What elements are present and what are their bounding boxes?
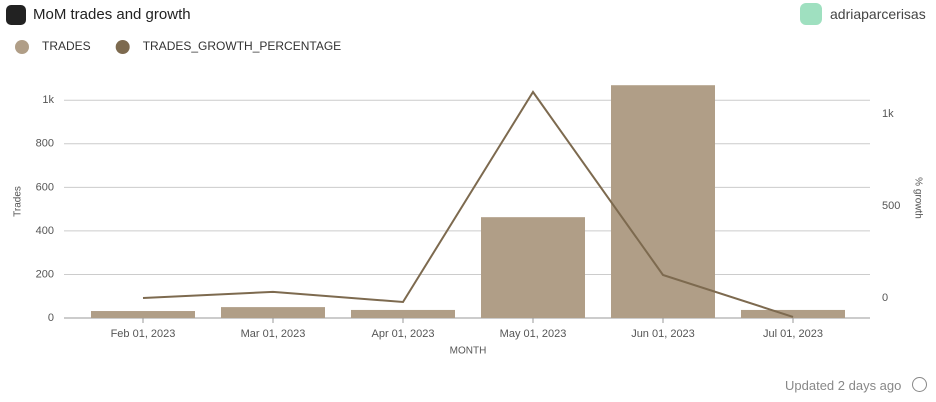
username[interactable]: adriaparcerisas <box>830 6 926 22</box>
legend-label: TRADES <box>42 39 91 53</box>
bar <box>221 307 325 318</box>
y-axis-title: Trades <box>13 186 24 217</box>
check-icon <box>912 377 927 392</box>
y2-axis-title: % growth <box>912 177 923 219</box>
legend-marker <box>15 40 29 54</box>
y2-tick-label: 0 <box>882 292 888 304</box>
x-axis-title: MONTH <box>450 346 487 357</box>
legend-marker <box>115 40 130 54</box>
y2-tick-label: 1k <box>882 108 894 120</box>
bar <box>351 309 455 318</box>
y-tick-label: 400 <box>36 225 54 237</box>
logo[interactable] <box>6 5 26 25</box>
y-tick-label: 1k <box>42 94 54 106</box>
bar <box>741 309 845 318</box>
x-tick-label: Jul 01, 2023 <box>763 328 823 340</box>
x-tick-label: Apr 01, 2023 <box>372 328 435 340</box>
updated-note: Updated 2 days ago <box>785 378 902 393</box>
y-tick-label: 800 <box>36 138 54 150</box>
x-tick-label: Jun 01, 2023 <box>631 328 695 340</box>
bar <box>91 311 195 318</box>
avatar[interactable] <box>800 3 822 25</box>
y-tick-label: 0 <box>48 312 54 324</box>
bar <box>611 85 715 318</box>
dashboard-title: MoM trades and growth <box>33 6 191 23</box>
y2-tick-label: 500 <box>882 200 900 212</box>
y-tick-label: 200 <box>36 268 54 280</box>
chart: TRADES TRADES_GROWTH_PERCENTAGE 0 200 400 600… <box>13 39 924 357</box>
x-tick-label: Mar 01, 2023 <box>241 328 306 340</box>
bar <box>481 217 585 318</box>
growth-line <box>142 90 794 318</box>
x-tick-label: May 01, 2023 <box>500 328 567 340</box>
header: MoM trades and growth adriaparcerisas <box>0 0 936 30</box>
y-tick-label: 600 <box>36 181 54 193</box>
legend-label: TRADES_GROWTH_PERCENTAGE <box>143 39 341 53</box>
x-tick-label: Feb 01, 2023 <box>111 328 176 340</box>
